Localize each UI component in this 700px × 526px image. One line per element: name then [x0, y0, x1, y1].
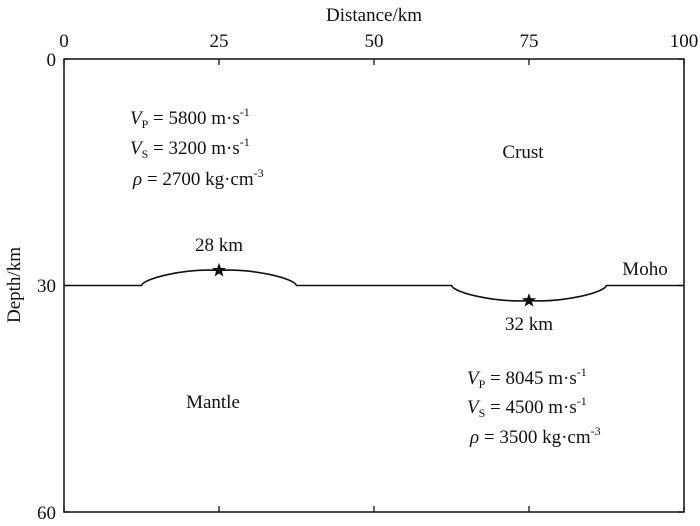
- crust-density-text: ρ = 2700 kg·cm-3: [132, 166, 264, 190]
- crust-vs-text: VS = 3200 m·s-1: [130, 135, 250, 161]
- x-tick-label: 25: [210, 31, 229, 52]
- depression-star-icon: [521, 293, 537, 307]
- uplift-star-icon: [211, 262, 227, 277]
- y-tick-label: 0: [47, 50, 57, 71]
- x-axis-label: Distance/km: [326, 5, 422, 26]
- x-tick-label: 0: [59, 31, 69, 52]
- x-tick-label: 100: [670, 31, 699, 52]
- y-tick-label: 60: [37, 503, 56, 524]
- moho-label: Moho: [622, 259, 667, 280]
- y-axis-label: Depth/km: [4, 247, 25, 323]
- x-tick-label: 75: [520, 31, 539, 52]
- mantle-vp-text: VP = 8045 m·s-1: [467, 365, 587, 391]
- crust-vp-text: VP = 5800 m·s-1: [130, 105, 250, 131]
- moho-interface-line: [64, 269, 684, 302]
- mantle-vs-text: VS = 4500 m·s-1: [467, 394, 587, 420]
- mantle-density-text: ρ = 3500 kg·cm-3: [469, 424, 601, 448]
- y-tick-label: 30: [37, 276, 56, 297]
- x-tick-label: 50: [365, 31, 384, 52]
- crust-label: Crust: [502, 142, 544, 163]
- depression-depth-label: 32 km: [505, 314, 553, 335]
- uplift-depth-label: 28 km: [195, 235, 243, 256]
- mantle-label: Mantle: [186, 392, 240, 413]
